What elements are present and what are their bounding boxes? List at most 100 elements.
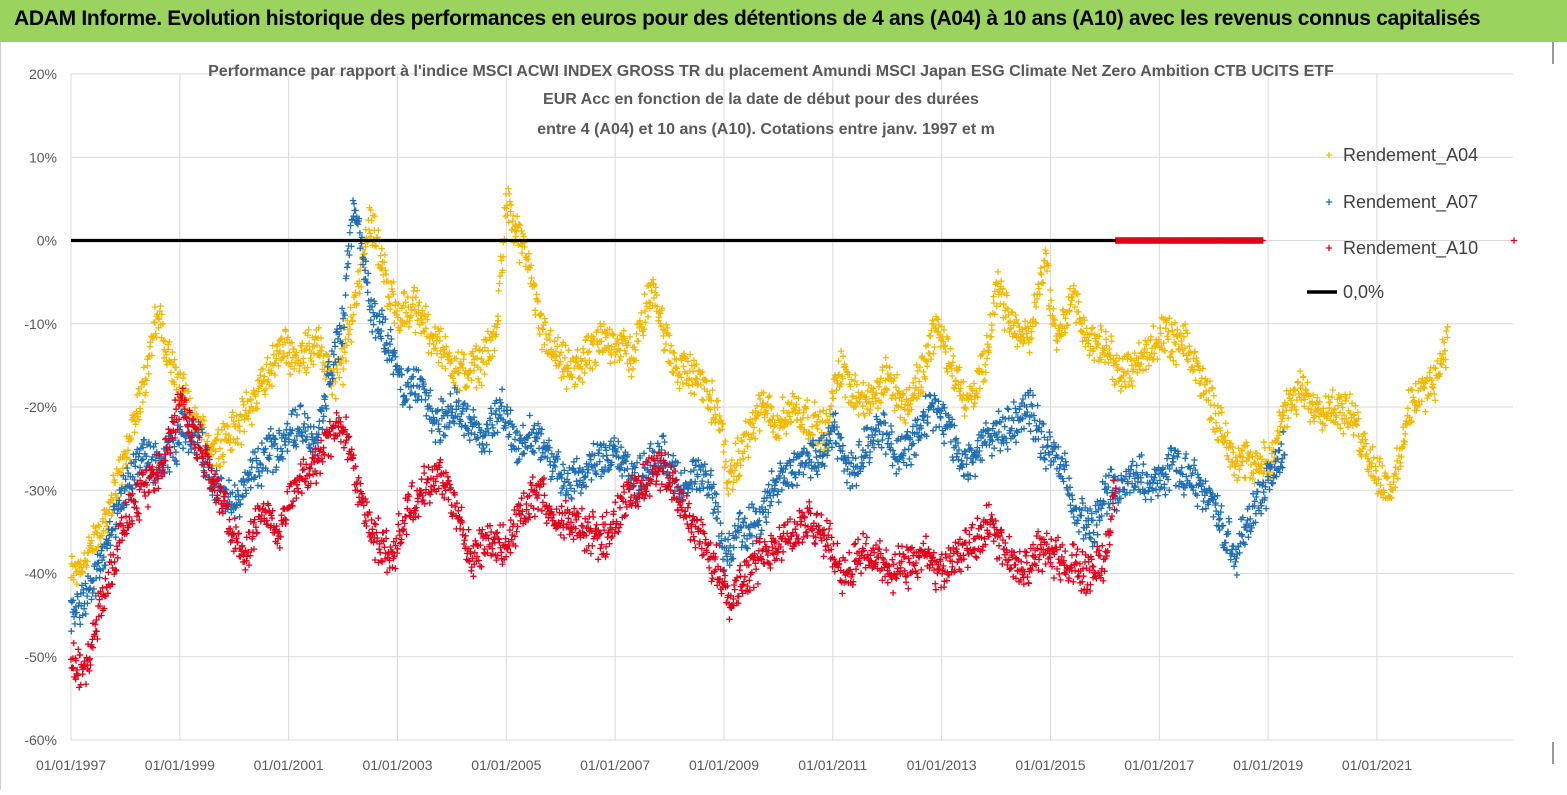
data-point-rendement-a07 — [338, 325, 344, 331]
data-point-rendement-a04 — [1410, 394, 1416, 400]
data-point-rendement-a04 — [1443, 328, 1449, 334]
data-point-rendement-a07 — [512, 436, 518, 442]
data-point-rendement-a04 — [1089, 325, 1095, 331]
data-point-rendement-a07 — [467, 437, 473, 443]
data-point-rendement-a04 — [181, 371, 187, 377]
data-point-rendement-a04 — [133, 421, 139, 427]
data-point-rendement-a10 — [226, 516, 232, 522]
banner-title: ADAM Informe. Evolution historique des p… — [14, 7, 1480, 31]
data-point-rendement-a07 — [569, 496, 575, 502]
data-point-rendement-a07 — [768, 468, 774, 474]
data-point-rendement-a07 — [124, 465, 130, 471]
data-point-rendement-a04 — [548, 327, 554, 333]
data-point-rendement-a07 — [1170, 459, 1176, 465]
data-point-rendement-a04 — [984, 355, 990, 361]
data-point-rendement-a07 — [96, 575, 102, 581]
data-point-rendement-a07 — [440, 432, 446, 438]
data-point-rendement-a04 — [950, 353, 956, 359]
data-point-rendement-a04 — [1143, 366, 1149, 372]
data-point-rendement-a07 — [447, 391, 453, 397]
data-point-rendement-a10 — [233, 524, 239, 530]
data-point-rendement-a07 — [1134, 462, 1140, 468]
data-point-rendement-a07 — [226, 477, 232, 483]
data-point-rendement-a04 — [401, 289, 407, 295]
data-point-rendement-a04 — [229, 447, 235, 453]
data-point-rendement-a04 — [1431, 391, 1437, 397]
data-point-rendement-a07 — [132, 463, 138, 469]
data-point-rendement-a04 — [1112, 382, 1118, 388]
data-point-rendement-a07 — [77, 621, 83, 627]
data-point-rendement-a07 — [813, 454, 819, 460]
data-point-rendement-a04 — [1254, 450, 1260, 456]
data-point-rendement-a07 — [1094, 522, 1100, 528]
data-point-rendement-a07 — [1234, 572, 1240, 578]
data-point-rendement-a07 — [1026, 421, 1032, 427]
data-point-rendement-a04 — [518, 228, 524, 234]
data-point-rendement-a04 — [630, 366, 636, 372]
data-point-rendement-a04 — [496, 280, 502, 286]
data-point-rendement-a04 — [949, 373, 955, 379]
data-point-rendement-a04 — [391, 320, 397, 326]
data-point-rendement-a07 — [1220, 523, 1226, 529]
data-point-rendement-a04 — [883, 363, 889, 369]
data-point-rendement-a04 — [700, 397, 706, 403]
data-point-rendement-a07 — [423, 413, 429, 419]
data-point-rendement-a04 — [346, 331, 352, 337]
data-point-rendement-a07 — [429, 428, 435, 434]
data-point-rendement-a04 — [722, 438, 728, 444]
data-point-rendement-a07 — [648, 441, 654, 447]
data-point-rendement-a04 — [1103, 336, 1109, 342]
data-point-rendement-a04 — [192, 405, 198, 411]
data-point-rendement-a04 — [1136, 340, 1142, 346]
data-point-rendement-a07 — [345, 261, 351, 267]
data-point-rendement-a07 — [574, 455, 580, 461]
data-point-rendement-a07 — [365, 270, 371, 276]
data-point-rendement-a07 — [351, 201, 357, 207]
data-point-rendement-a04 — [929, 317, 935, 323]
data-point-rendement-a07 — [1041, 455, 1047, 461]
data-point-rendement-a04 — [547, 337, 553, 343]
data-point-rendement-a04 — [984, 341, 990, 347]
data-point-rendement-a04 — [383, 271, 389, 277]
data-point-rendement-a04 — [555, 334, 561, 340]
data-point-rendement-a10 — [242, 567, 248, 573]
data-point-rendement-a04 — [1295, 379, 1301, 385]
data-point-rendement-a07 — [739, 539, 745, 545]
data-point-rendement-a07 — [777, 460, 783, 466]
data-point-rendement-a04 — [746, 419, 752, 425]
data-point-rendement-a04 — [916, 378, 922, 384]
data-point-rendement-a10 — [111, 559, 117, 565]
data-point-rendement-a07 — [1191, 457, 1197, 463]
data-point-rendement-a04 — [709, 378, 715, 384]
data-point-rendement-a07 — [1076, 529, 1082, 535]
data-point-rendement-a04 — [496, 288, 502, 294]
data-point-rendement-a04 — [1146, 363, 1152, 369]
data-point-rendement-a07 — [590, 440, 596, 446]
data-point-rendement-a07 — [1218, 503, 1224, 509]
data-point-rendement-a07 — [195, 433, 201, 439]
data-point-rendement-a07 — [1140, 461, 1146, 467]
data-point-rendement-a07 — [725, 536, 731, 542]
data-point-rendement-a04 — [1211, 392, 1217, 398]
data-point-rendement-a04 — [1054, 347, 1060, 353]
data-point-rendement-a07 — [1066, 475, 1072, 481]
data-point-rendement-a04 — [867, 407, 873, 413]
data-point-rendement-a04 — [1347, 391, 1353, 397]
data-point-rendement-a04 — [717, 413, 723, 419]
data-points — [68, 185, 1517, 690]
data-point-rendement-a04 — [809, 423, 815, 429]
data-point-rendement-a04 — [264, 355, 270, 361]
data-point-rendement-a10 — [75, 646, 81, 652]
data-point-rendement-a04 — [241, 428, 247, 434]
data-point-rendement-a07 — [1155, 493, 1161, 499]
data-point-rendement-a04 — [1164, 333, 1170, 339]
title-banner: ADAM Informe. Evolution historique des p… — [0, 0, 1567, 42]
data-point-rendement-a04 — [340, 382, 346, 388]
data-point-rendement-a07 — [560, 461, 566, 467]
data-point-rendement-a04 — [475, 376, 481, 382]
data-point-rendement-a07 — [350, 197, 356, 203]
data-point-rendement-a04 — [96, 523, 102, 529]
data-point-rendement-a04 — [333, 396, 339, 402]
data-point-rendement-a04 — [875, 405, 881, 411]
data-point-rendement-a04 — [386, 294, 392, 300]
